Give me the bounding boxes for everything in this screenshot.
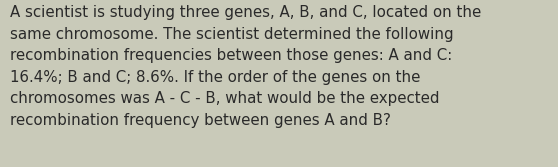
Text: A scientist is studying three genes, A, B, and C, located on the
same chromosome: A scientist is studying three genes, A, …: [10, 5, 482, 128]
